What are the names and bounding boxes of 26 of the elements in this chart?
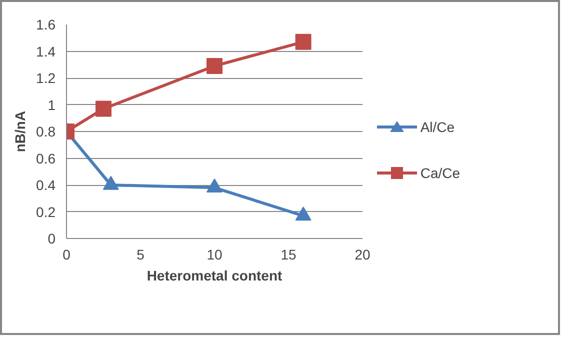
y-tick-label: 1.2	[36, 70, 56, 86]
y-tick-label: 0.6	[36, 150, 56, 166]
x-tick-label: 0	[62, 246, 71, 262]
x-tick-label: 5	[136, 246, 145, 262]
legend-item: Al/Ce	[377, 117, 460, 137]
point	[295, 34, 312, 50]
y-tick-label: 0.2	[36, 204, 56, 220]
x-tick-label: 10	[206, 246, 222, 262]
legend-label: Ca/Ce	[420, 165, 460, 181]
legend-item: Ca/Ce	[377, 163, 460, 183]
y-tick-label: 1.4	[36, 43, 56, 60]
x-tick-label: 15	[280, 246, 296, 262]
y-tick-label: 0.8	[36, 124, 56, 140]
point	[102, 176, 119, 190]
x-tick-label: 20	[354, 246, 370, 262]
point	[96, 100, 112, 117]
y-tick-label: 0.4	[36, 177, 56, 193]
point	[295, 206, 312, 221]
point	[206, 178, 222, 193]
y-tick-label: 0	[48, 230, 56, 246]
x-axis-title: Heterometal content	[146, 268, 283, 284]
y-tick-label: 1.6	[36, 16, 56, 32]
y-tick-label: 1	[48, 96, 56, 113]
point	[206, 58, 222, 74]
y-axis-title: nB/nA	[12, 110, 28, 152]
legend-label: Al/Ce	[420, 119, 455, 135]
